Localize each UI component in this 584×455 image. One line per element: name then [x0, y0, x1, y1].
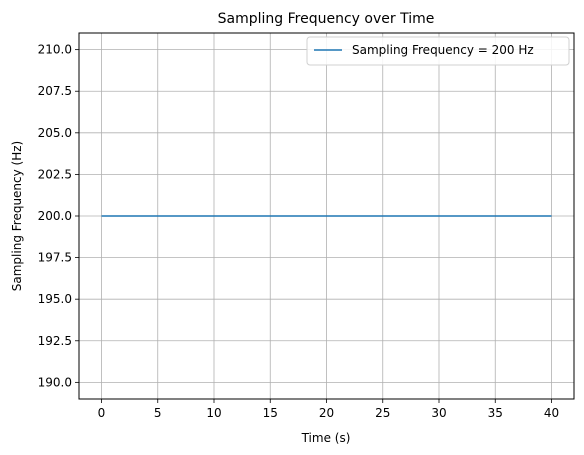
x-tick-label: 35 — [488, 406, 503, 420]
y-axis-label: Sampling Frequency (Hz) — [10, 141, 24, 291]
legend-label: Sampling Frequency = 200 Hz — [352, 43, 534, 57]
y-tick-label: 197.5 — [38, 251, 72, 265]
y-tick-label: 195.0 — [38, 292, 72, 306]
x-tick-label: 15 — [263, 406, 278, 420]
chart-title: Sampling Frequency over Time — [218, 11, 435, 27]
y-tick-label: 190.0 — [38, 375, 72, 389]
y-tick-label: 200.0 — [38, 209, 72, 223]
x-tick-label: 40 — [544, 406, 559, 420]
legend: Sampling Frequency = 200 Hz — [306, 36, 570, 66]
x-tick-label: 30 — [431, 406, 446, 420]
x-axis-label: Time (s) — [301, 431, 351, 445]
y-tick-label: 192.5 — [38, 334, 72, 348]
x-tick-label: 25 — [375, 406, 390, 420]
y-tick-label: 210.0 — [38, 43, 72, 57]
ticks: 0 5 10 15 20 25 30 35 40 190.0 192.5 195.0 197.5 200.… — [38, 43, 560, 420]
x-tick-label: 20 — [319, 406, 334, 420]
x-tick-label: 10 — [206, 406, 221, 420]
y-tick-label: 205.0 — [38, 126, 72, 140]
y-tick-label: 207.5 — [38, 84, 72, 98]
x-tick-label: 5 — [154, 406, 162, 420]
y-tick-label: 202.5 — [38, 167, 72, 181]
legend-box — [306, 36, 570, 66]
x-tick-label: 0 — [98, 406, 106, 420]
